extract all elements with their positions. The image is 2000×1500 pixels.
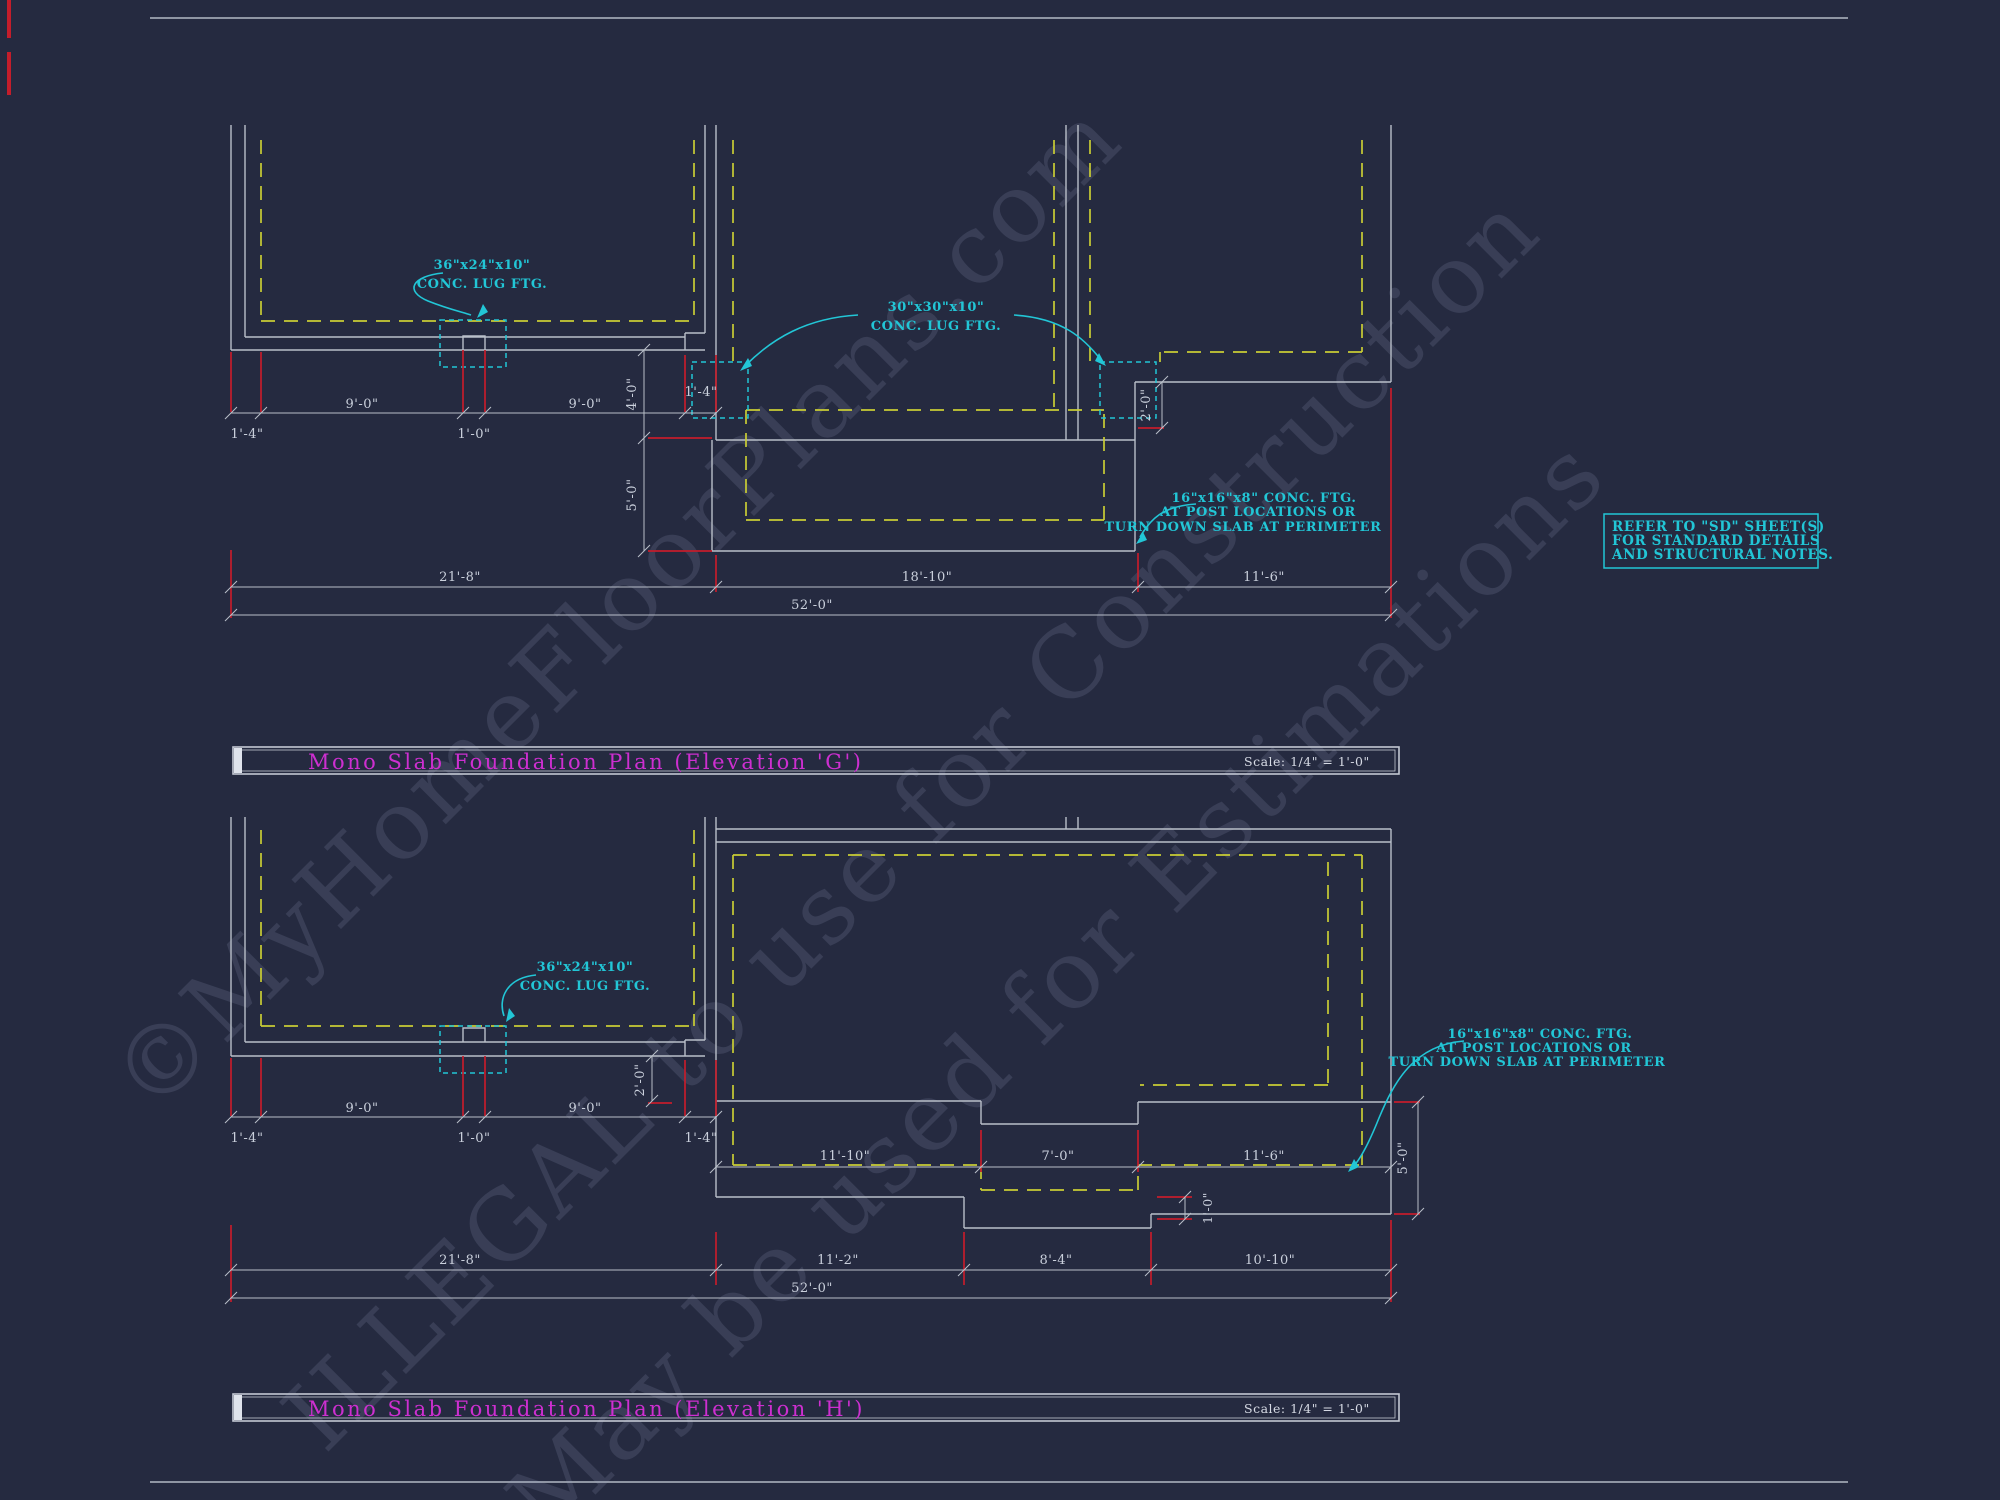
annotation-lug36-line2: CONC. LUG FTG. xyxy=(520,979,651,994)
dim-label: 11'-6" xyxy=(1243,1149,1285,1164)
dim-label: 10'-10" xyxy=(1245,1253,1296,1268)
annotation-ftg16-line3: TURN DOWN SLAB AT PERIMETER xyxy=(1389,1055,1666,1070)
leader-line xyxy=(1013,314,1102,361)
dim-label: 21'-8" xyxy=(439,1253,481,1268)
dim-label: 1'-0" xyxy=(1200,1192,1215,1224)
annotation-lug36-line1: 36"x24"x10" xyxy=(537,960,634,975)
watermark: ©MyHomeFloorPlans.com ILLEGAL to use for… xyxy=(90,80,1627,1500)
dim-label: 9'-0" xyxy=(569,1101,602,1116)
sheet-border-lines xyxy=(150,17,1848,1483)
title-bar-frame xyxy=(232,1393,1400,1422)
dim-label: 1'-4" xyxy=(231,427,264,442)
plan-h-dim-extensions xyxy=(230,1056,1420,1302)
dim-label: 2'-0" xyxy=(1139,389,1154,422)
plan-g-dimension-lines xyxy=(231,350,1391,616)
leader-arrow-icon xyxy=(1348,1159,1359,1172)
structural-note-box: REFER TO "SD" SHEET(S) FOR STANDARD DETA… xyxy=(1603,513,1833,569)
annotation-lug30-line1: 30"x30"x10" xyxy=(888,300,985,315)
leader-arrow-icon xyxy=(740,358,752,371)
plan-g-footing-dashed xyxy=(260,140,1363,521)
leader-arrow-icon xyxy=(506,1008,515,1022)
annotation-ftg16-line1: 16"x16"x8" CONC. FTG. xyxy=(1448,1027,1633,1042)
leader-arrow-icon xyxy=(1095,353,1106,366)
plan-g-title: Mono Slab Foundation Plan (Elevation 'G'… xyxy=(308,750,863,774)
dim-label: 5'-0" xyxy=(1396,1142,1411,1175)
plan-g-scale: Scale: 1/4" = 1'-0" xyxy=(1244,754,1370,769)
plan-g: 9'-0" 9'-0" 1'-4" 1'-0" 1'-4" 4'-0" 5'-0… xyxy=(224,125,1398,622)
dim-label: 52'-0" xyxy=(791,598,833,613)
dim-label: 18'-10" xyxy=(902,570,953,585)
plan-h-lug-footing-box xyxy=(439,1025,507,1074)
leader-line xyxy=(501,974,537,1017)
plan-g-dim-extensions xyxy=(230,350,1392,618)
annotation-ftg16-line2: AT POST LOCATIONS OR xyxy=(1435,1041,1631,1056)
note-line3: AND STRUCTURAL NOTES. xyxy=(1611,547,1833,563)
dim-label: 9'-0" xyxy=(346,1101,379,1116)
note-line2: FOR STANDARD DETAILS xyxy=(1612,533,1820,549)
plan-h-dimension-lines xyxy=(231,1056,1419,1299)
plan-g-dim-ticks xyxy=(224,343,1398,622)
dim-label: 1'-0" xyxy=(458,1131,491,1146)
leader-line xyxy=(1351,1040,1465,1169)
dim-label: 4'-0" xyxy=(625,378,640,411)
dim-label: 52'-0" xyxy=(791,1281,833,1296)
title-bar-end-block xyxy=(234,1395,242,1420)
plan-h-slab-outline xyxy=(230,817,1392,1229)
watermark-line1: ©MyHomeFloorPlans.com xyxy=(90,80,1143,1133)
dim-label: 11'-6" xyxy=(1243,570,1285,585)
annotation-ftg16-line2: AT POST LOCATIONS OR xyxy=(1159,505,1355,520)
note-box-frame xyxy=(1603,513,1819,569)
dim-label: 11'-2" xyxy=(817,1253,859,1268)
dim-label: 1'-4" xyxy=(685,1131,718,1146)
annotation-ftg16-line1: 16"x16"x8" CONC. FTG. xyxy=(1172,491,1357,506)
plan-h-scale: Scale: 1/4" = 1'-0" xyxy=(1244,1401,1370,1416)
annotation-ftg16-line3: TURN DOWN SLAB AT PERIMETER xyxy=(1105,520,1382,535)
title-bar-frame xyxy=(232,746,1400,775)
dim-label: 9'-0" xyxy=(569,397,602,412)
dim-label: 11'-10" xyxy=(820,1149,871,1164)
plan-h-dim-ticks xyxy=(224,1049,1425,1305)
annotation-lug36-line2: CONC. LUG FTG. xyxy=(417,277,548,292)
annotation-lug36-line1: 36"x24"x10" xyxy=(434,258,531,273)
dim-label: 1'-0" xyxy=(458,427,491,442)
title-bar-end-block xyxy=(234,748,242,773)
title-bar-g: Mono Slab Foundation Plan (Elevation 'G'… xyxy=(232,746,1400,775)
dim-label: 5'-0" xyxy=(625,479,640,512)
note-line1: REFER TO "SD" SHEET(S) xyxy=(1612,519,1825,535)
dim-label: 1'-4" xyxy=(685,385,718,400)
leader-line xyxy=(745,314,859,366)
plan-g-lug-footing-boxes xyxy=(439,319,1157,419)
annotation-lug30-line2: CONC. LUG FTG. xyxy=(871,319,1002,334)
leader-line xyxy=(413,272,472,316)
plan-h-title: Mono Slab Foundation Plan (Elevation 'H'… xyxy=(308,1397,865,1421)
leader-arrow-icon xyxy=(1136,532,1147,544)
leader-arrow-icon xyxy=(477,304,488,318)
dim-label: 1'-4" xyxy=(231,1131,264,1146)
dim-label: 7'-0" xyxy=(1042,1149,1075,1164)
plan-g-slab-outline xyxy=(230,125,1392,552)
title-bar-h: Mono Slab Foundation Plan (Elevation 'H'… xyxy=(232,1393,1400,1422)
dim-label: 2'-0" xyxy=(633,1064,648,1097)
dim-label: 8'-4" xyxy=(1040,1253,1073,1268)
plan-h: 9'-0" 9'-0" 1'-4" 1'-0" 1'-4" 2'-0" 11'-… xyxy=(224,817,1666,1305)
dim-label: 9'-0" xyxy=(346,397,379,412)
dim-label: 21'-8" xyxy=(439,570,481,585)
